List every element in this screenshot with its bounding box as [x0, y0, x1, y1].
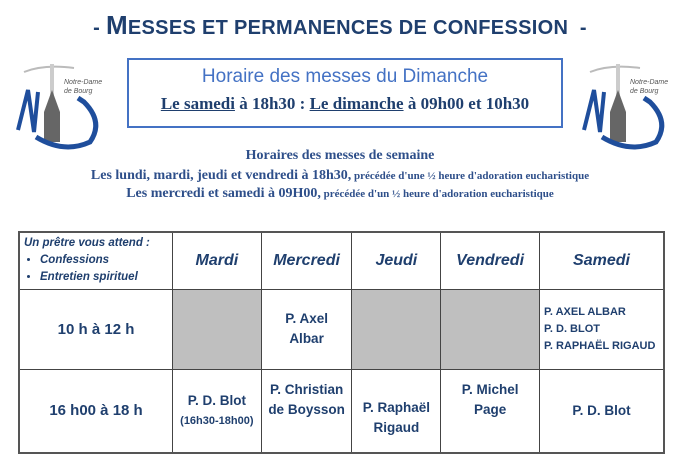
svg-text:de Bourg: de Bourg [630, 88, 659, 95]
priest-name: P. D. Blot [187, 392, 246, 408]
table-row: 10 h à 12 h P. Axel Albar P. AXEL ALBAR P.… [18, 288, 665, 370]
priest-name: P. AXEL ALBAR [543, 305, 626, 318]
parish-logo-left: Notre-Dame de Bourg [16, 64, 102, 150]
saturday-time: à 18h30 : [234, 94, 310, 113]
weekday-line-2-main: Les mercredi et samedi à 09H00, [126, 186, 321, 201]
parish-logo-right: Notre-Dame de Bourg [582, 64, 668, 150]
title-initial: M [105, 10, 128, 40]
priest-name: P. D. BLOT [543, 322, 600, 335]
confession-schedule-table: Un prêtre vous attend : ConfessionsEntre… [18, 231, 665, 454]
weekday-line-2-note: précédée d'un ½ heure d'adoration euchar… [320, 188, 554, 200]
priest-name: P. Michel [461, 381, 519, 397]
weekday-line-1-note: précédée d'une ½ heure d'adoration eucha… [351, 170, 590, 182]
priest-name: P. Axel [285, 311, 328, 326]
table-row: 16 h00 à 18 h P. D. Blot (16h30-18h00) P.… [18, 368, 665, 454]
bullet-item: Entretien spirituel [40, 269, 168, 286]
schedule-cell: P. Michel Page [440, 368, 540, 454]
bullet-item: Confessions [40, 252, 168, 269]
day-header-mardi: Mardi [172, 231, 262, 290]
weekday-heading: Horaires des messes de semaine [245, 148, 435, 163]
sunday-times: Le samedi à 18h30 : Le dimanche à 09h00 … [129, 94, 561, 114]
schedule-cell: P. D. Blot (16h30-18h00) [172, 368, 262, 454]
intro-cell: Un prêtre vous attend : ConfessionsEntre… [18, 231, 174, 290]
priest-name: Rigaud [373, 419, 420, 435]
empty-cell [440, 288, 540, 370]
weekday-line-1-main: Les lundi, mardi, jeudi et vendredi à 18… [90, 168, 352, 183]
title-dash: - [93, 17, 101, 39]
sunday-label: Le dimanche [309, 94, 404, 113]
weekday-line-2: Les mercredi et samedi à 09H00, précédée… [0, 186, 680, 202]
priest-name: P. RAPHAËL RIGAUD [543, 339, 656, 352]
svg-text:Notre-Dame: Notre-Dame [64, 79, 102, 86]
priest-name: P. D. Blot [572, 402, 631, 418]
intro-text: Un prêtre vous attend : [24, 237, 150, 250]
time-slot: 16 h00 à 18 h [18, 368, 174, 454]
schedule-cell: P. D. Blot [538, 368, 665, 454]
svg-text:Notre-Dame: Notre-Dame [630, 79, 668, 86]
title-dash: - [579, 17, 587, 39]
day-header-samedi: Samedi [538, 231, 665, 290]
saturday-label: Le samedi [160, 94, 235, 113]
sunday-mass-box: Horaire des messes du Dimanche Le samedi… [127, 58, 563, 128]
priest-name: Page [473, 401, 507, 417]
time-slot: 10 h à 12 h [18, 288, 174, 370]
sunday-heading: Horaire des messes du Dimanche [201, 66, 489, 87]
schedule-cell: P. AXEL ALBAR P. D. BLOT P. RAPHAËL RIGAUD [538, 288, 665, 370]
priest-name: de Boysson [268, 401, 345, 417]
sunday-time: à 09h00 et 10h30 [403, 94, 530, 113]
svg-text:de Bourg: de Bourg [64, 88, 93, 95]
priest-name: Albar [289, 331, 324, 346]
empty-cell [172, 288, 262, 370]
schedule-cell: P. Axel Albar [260, 288, 353, 370]
table-header-row: Un prêtre vous attend : ConfessionsEntre… [18, 231, 665, 290]
day-header-mercredi: Mercredi [260, 231, 353, 290]
empty-cell [351, 288, 442, 370]
time-note: (16h30-18h00) [180, 414, 254, 427]
priest-name: P. Raphaël [362, 399, 430, 415]
schedule-cell: P. Raphaël Rigaud [351, 368, 442, 454]
priest-name: P. Christian [269, 381, 344, 397]
title-text: ESSES ET PERMANENCES DE CONFESSION [127, 17, 569, 39]
weekday-line-1: Les lundi, mardi, jeudi et vendredi à 18… [0, 168, 680, 184]
schedule-cell: P. Christian de Boysson [260, 368, 353, 454]
page-title: - MESSES ET PERMANENCES DE CONFESSION - [0, 10, 680, 41]
day-header-jeudi: Jeudi [351, 231, 442, 290]
day-header-vendredi: Vendredi [440, 231, 540, 290]
